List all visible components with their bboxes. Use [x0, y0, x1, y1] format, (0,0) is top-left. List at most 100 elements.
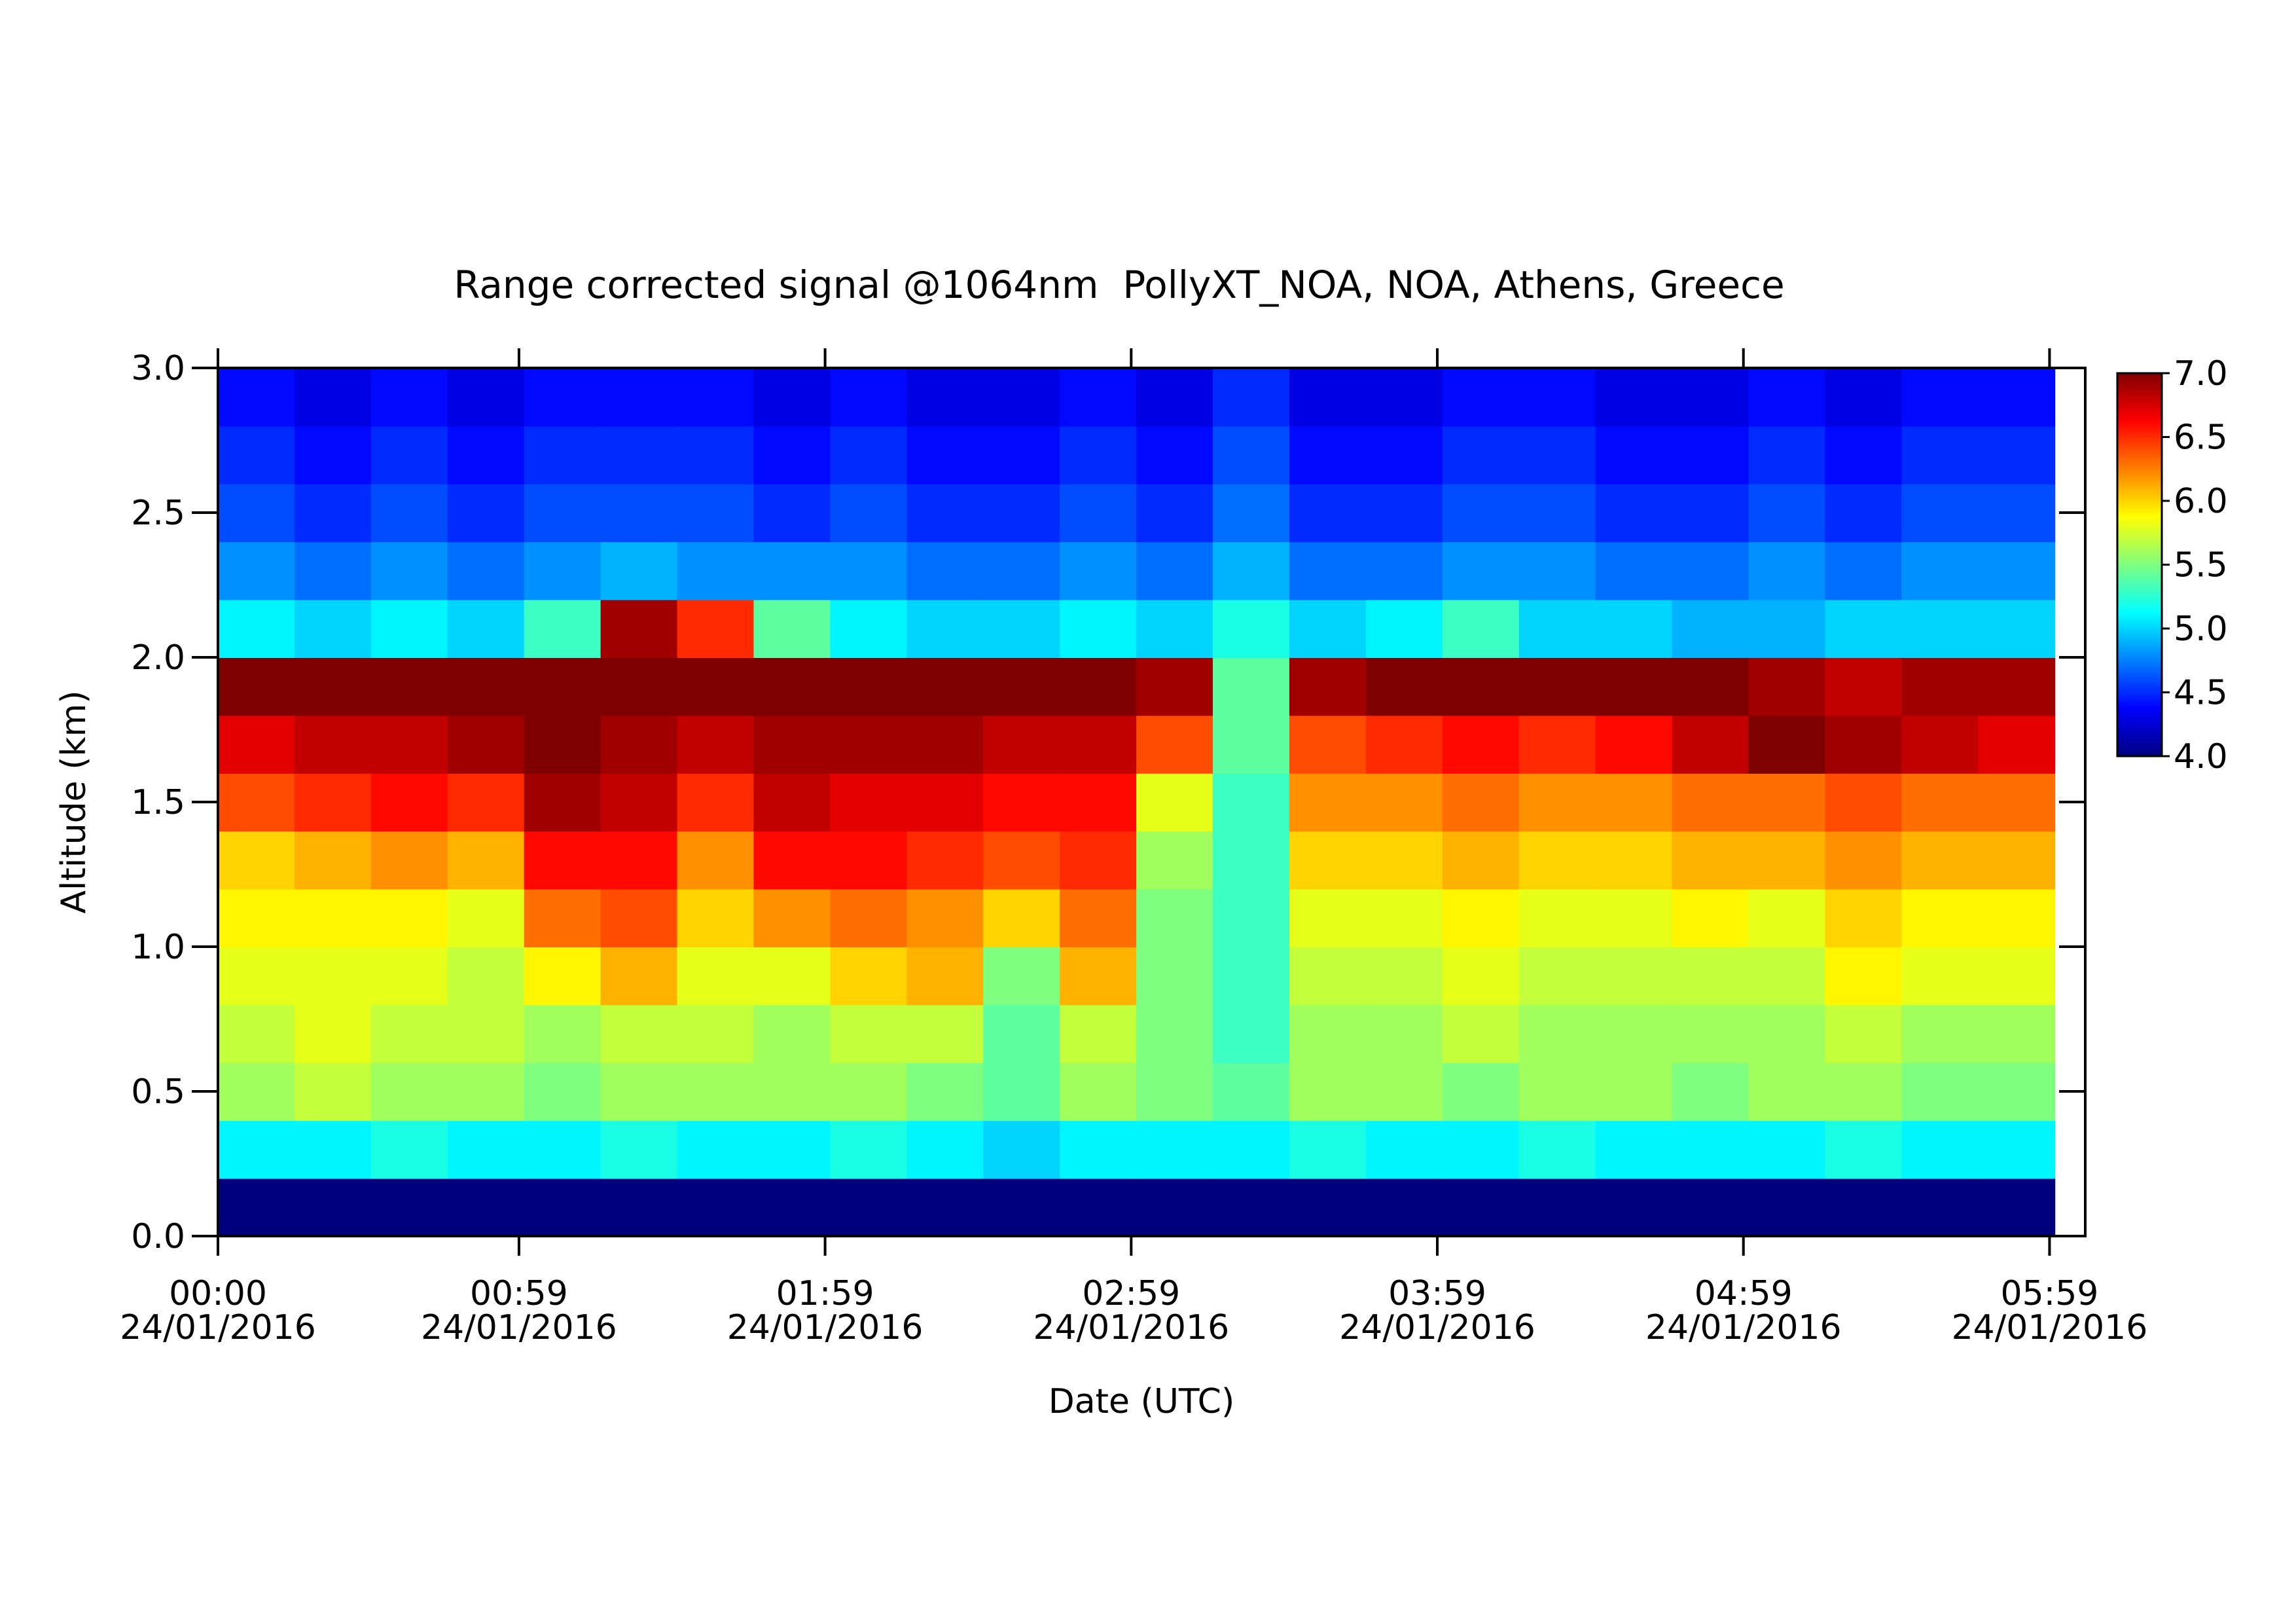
heatmap-cell: [218, 1062, 295, 1122]
heatmap-cell: [370, 888, 448, 947]
heatmap-cell: [1595, 773, 1673, 832]
colorbar: [2116, 372, 2163, 757]
heatmap-cell: [1595, 541, 1673, 600]
heatmap-cell: [753, 831, 831, 890]
heatmap-cell: [447, 599, 525, 658]
heatmap-cell: [370, 541, 448, 600]
heatmap-cell: [1213, 368, 1290, 427]
heatmap-cell: [1136, 715, 1214, 774]
x-tick-label-line: 01:59: [776, 1274, 874, 1313]
heatmap-cell: [447, 1062, 525, 1122]
heatmap-cell: [1825, 1120, 1903, 1179]
heatmap-cell: [1213, 1120, 1290, 1179]
heatmap-cell: [1901, 426, 1979, 484]
heatmap-cell: [1060, 426, 1138, 484]
heatmap-cell: [906, 831, 984, 890]
x-tick-label-line: 05:59: [2001, 1274, 2099, 1313]
heatmap-cell: [1213, 426, 1290, 484]
heatmap-cell: [370, 773, 448, 832]
heatmap-cell: [447, 773, 525, 832]
heatmap-cell: [1365, 1062, 1443, 1122]
heatmap-cell: [294, 368, 372, 427]
heatmap-cell: [524, 888, 601, 947]
heatmap-cell: [218, 657, 295, 716]
heatmap-cell: [1289, 1004, 1367, 1063]
heatmap-cell: [1136, 368, 1214, 427]
heatmap-cell: [1442, 368, 1520, 427]
heatmap-cell: [370, 657, 448, 716]
heatmap-cell: [1595, 599, 1673, 658]
heatmap-cell: [1365, 773, 1443, 832]
heatmap-cell: [1442, 541, 1520, 600]
heatmap-cell: [1825, 715, 1903, 774]
x-tick-label-line: 24/01/2016: [1339, 1308, 1535, 1347]
heatmap-cell: [294, 541, 372, 600]
heatmap-cell: [753, 1004, 831, 1063]
heatmap-cell: [753, 541, 831, 600]
heatmap-cell: [830, 426, 908, 484]
heatmap-cell: [1672, 657, 1749, 716]
heatmap-cell: [1060, 541, 1138, 600]
heatmap-cell: [906, 541, 984, 600]
heatmap-cell: [1213, 599, 1290, 658]
colorbar-tick-label: 6.5: [2174, 418, 2228, 458]
heatmap-cell: [1825, 541, 1903, 600]
heatmap-cell: [1595, 1178, 1673, 1237]
heatmap-cell: [447, 715, 525, 774]
heatmap-cell: [1060, 599, 1138, 658]
heatmap-cell: [1672, 947, 1749, 1006]
heatmap-cell: [524, 657, 601, 716]
heatmap-cell: [753, 599, 831, 658]
heatmap-cell: [1060, 947, 1138, 1006]
heatmap-cell: [1518, 831, 1596, 890]
heatmap-cell: [983, 541, 1061, 600]
heatmap-cell: [830, 1062, 908, 1122]
heatmap-cell: [1672, 1004, 1749, 1063]
heatmap-cell: [1213, 541, 1290, 600]
heatmap-cell: [677, 888, 755, 947]
heatmap-cell: [677, 657, 755, 716]
heatmap-cell: [370, 368, 448, 427]
heatmap-cell: [600, 599, 678, 658]
heatmap-cell: [1060, 1178, 1138, 1237]
heatmap-cell: [1365, 947, 1443, 1006]
heatmap-cell: [294, 483, 372, 543]
heatmap-cell: [1978, 1004, 2056, 1063]
heatmap-cell: [294, 599, 372, 658]
heatmap-cell: [447, 368, 525, 427]
heatmap-cell: [983, 831, 1061, 890]
heatmap-cell: [370, 1178, 448, 1237]
heatmap-cell: [906, 947, 984, 1006]
heatmap-cell: [1978, 1062, 2056, 1122]
heatmap-cell: [447, 426, 525, 484]
heatmap-cell: [1365, 831, 1443, 890]
heatmap-cell: [524, 426, 601, 484]
heatmap-cell: [1748, 599, 1826, 658]
heatmap-cell: [1136, 426, 1214, 484]
heatmap-cell: [1978, 657, 2056, 716]
heatmap-cell: [218, 715, 295, 774]
heatmap-cell: [1595, 715, 1673, 774]
heatmap-cell: [1442, 426, 1520, 484]
y-tick-label: 2.0: [131, 638, 185, 678]
heatmap-cell: [447, 831, 525, 890]
x-tick-label: 02:59 24/01/2016: [1033, 1274, 1229, 1347]
heatmap-cell: [983, 599, 1061, 658]
heatmap-cell: [370, 599, 448, 658]
heatmap-cell: [370, 1120, 448, 1179]
heatmap-cell: [1365, 1178, 1443, 1237]
heatmap-cell: [1518, 541, 1596, 600]
heatmap-cell: [524, 541, 601, 600]
heatmap-cell: [600, 483, 678, 543]
heatmap-cell: [1289, 831, 1367, 890]
x-tick-label-line: 04:59: [1695, 1274, 1793, 1313]
heatmap-cell: [1442, 831, 1520, 890]
heatmap-cell: [218, 1178, 295, 1237]
heatmap-cell: [1365, 1120, 1443, 1179]
heatmap-cell: [753, 1062, 831, 1122]
heatmap-cell: [447, 657, 525, 716]
heatmap-cell: [524, 715, 601, 774]
heatmap-cell: [753, 1178, 831, 1237]
heatmap-cell: [753, 1120, 831, 1179]
